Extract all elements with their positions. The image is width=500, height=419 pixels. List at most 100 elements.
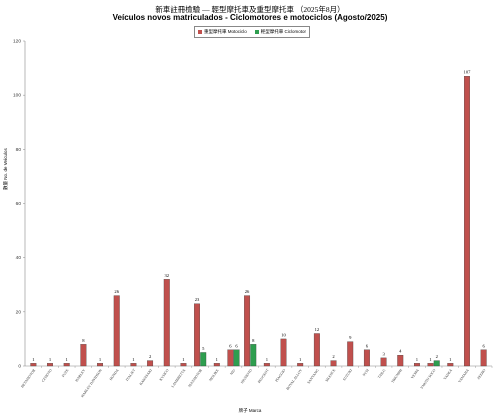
data-label-motociclo-0: 1 [32, 357, 35, 362]
bar-motociclo-0 [30, 363, 37, 367]
x-tick-label: MOLIKE [208, 368, 220, 382]
bar-motociclo-15 [280, 338, 287, 367]
x-tick-label: ITALJET [125, 368, 137, 382]
bar-motociclo-19 [347, 341, 354, 367]
legend-swatch-motociclo [197, 30, 202, 34]
bar-motociclo-2 [63, 363, 70, 367]
data-label-motociclo-12: 6 [229, 343, 232, 348]
x-tick-label: PEUGEOT [257, 368, 270, 384]
legend-item-motociclo: 重型摩托車 Motociclo [197, 29, 247, 35]
data-label-motociclo-18: 2 [332, 354, 335, 359]
data-label-motociclo-19: 9 [349, 335, 352, 340]
bar-motociclo-11 [213, 363, 220, 367]
y-tick-label: 80 [16, 147, 22, 153]
data-label-motociclo-13: 26 [245, 289, 250, 294]
bar-motociclo-1 [47, 363, 53, 367]
chart-title: 新車註冊檢驗 — 輕型摩托車及重型摩托車 （2025年8月） [155, 5, 345, 14]
data-label-motociclo-3: 8 [82, 338, 85, 343]
bar-ciclomotor-24 [433, 360, 440, 367]
x-tick-label: BETAMOTOR [20, 368, 36, 389]
chart-subtitle: Veículos novos matriculados - Ciclomotor… [112, 13, 388, 22]
bar-motociclo-3 [80, 344, 87, 367]
legend-swatch-ciclomotor [254, 30, 259, 34]
x-tick-label: SILENCE [325, 368, 337, 383]
data-label-ciclomotor-10: 5 [202, 346, 205, 351]
y-tick-label: 120 [13, 39, 21, 45]
bar-motociclo-27 [480, 349, 487, 367]
bar-motociclo-26 [464, 76, 470, 367]
bar-motociclo-25 [447, 363, 454, 367]
data-label-motociclo-22: 4 [399, 349, 402, 354]
x-tick-label: ZEEHO [476, 368, 486, 380]
bar-motociclo-10 [194, 303, 200, 367]
y-tick-label: 20 [16, 309, 22, 315]
data-label-motociclo-2: 1 [66, 357, 69, 362]
x-tick-label: SYM [362, 368, 370, 377]
data-label-motociclo-27: 6 [483, 343, 486, 348]
bar-motociclo-4 [97, 363, 104, 367]
legend-label-motociclo: 重型摩托車 Motociclo [203, 29, 247, 34]
data-label-motociclo-23: 1 [416, 357, 419, 362]
bar-motociclo-9 [180, 363, 187, 367]
x-axis-label: 牌子 Marca [238, 408, 262, 413]
x-tick-label: VESPA [410, 368, 420, 380]
x-tick-label: ROYAL ALLOY [286, 368, 304, 391]
y-axis-label: 數量 No. de Veículos [3, 148, 8, 190]
bar-motociclo-5 [113, 295, 120, 367]
legend-label-ciclomotor: 輕型摩托車 Ciclomotor [260, 29, 307, 34]
data-label-motociclo-7: 2 [149, 354, 152, 359]
x-tick-label: HONDA [109, 368, 120, 381]
data-label-motociclo-8: 32 [164, 273, 169, 278]
x-tick-label: SUZUKI [342, 368, 353, 382]
data-label-motociclo-11: 1 [216, 357, 219, 362]
y-tick-label: 100 [13, 93, 21, 99]
bar-motociclo-14 [263, 363, 270, 367]
y-tick-label: 60 [16, 201, 22, 207]
data-label-motociclo-15: 10 [281, 332, 286, 337]
bar-motociclo-24 [427, 363, 434, 367]
x-tick-label: NIUMOTO [240, 368, 253, 384]
data-label-motociclo-24: 1 [429, 357, 432, 362]
x-tick-label: KYMCO [159, 368, 170, 382]
bar-motociclo-17 [313, 333, 320, 367]
data-label-ciclomotor-24: 2 [436, 354, 439, 359]
bar-motociclo-6 [130, 363, 137, 367]
x-tick-label: NIU [229, 368, 236, 376]
data-label-motociclo-16: 1 [299, 357, 302, 362]
bar-motociclo-12 [227, 349, 234, 367]
data-label-motociclo-20: 6 [366, 343, 369, 348]
bar-motociclo-13 [244, 295, 251, 367]
y-tick-label: 40 [16, 255, 22, 261]
x-tick-label: YADEA [443, 368, 453, 381]
data-label-motociclo-21: 3 [382, 351, 385, 356]
legend-item-ciclomotor: 輕型摩托車 Ciclomotor [254, 29, 307, 35]
data-label-motociclo-17: 12 [315, 327, 320, 332]
chart-legend: 重型摩托車 Motociclo 輕型摩托車 Ciclomotor [194, 26, 310, 38]
bar-motociclo-23 [413, 363, 420, 367]
bar-motociclo-8 [163, 279, 170, 367]
bar-motociclo-22 [397, 355, 404, 367]
bar-motociclo-16 [297, 363, 304, 367]
bar-ciclomotor-13 [250, 344, 257, 367]
data-label-motociclo-14: 1 [266, 357, 269, 362]
x-tick-label: FUZE [61, 368, 70, 378]
data-label-motociclo-9: 1 [182, 357, 185, 362]
data-label-motociclo-26: 107 [464, 70, 472, 75]
data-label-ciclomotor-12: 6 [235, 343, 238, 348]
x-tick-label: VMOTO SOCO [420, 368, 437, 390]
x-tick-label: TAILG [377, 368, 387, 379]
bar-motociclo-7 [147, 360, 154, 367]
data-label-motociclo-10: 23 [195, 297, 200, 302]
bar-motociclo-18 [330, 360, 337, 367]
y-tick-label: 0 [18, 364, 21, 370]
data-label-motociclo-4: 1 [99, 357, 102, 362]
x-tick-label: YAMAHA [457, 368, 470, 384]
x-tick-label: TRIUMPH [391, 368, 404, 384]
data-label-motociclo-1: 1 [49, 357, 52, 362]
data-label-motociclo-25: 1 [449, 357, 452, 362]
x-tick-label: HARLEY [75, 368, 87, 383]
x-tick-label: LAMBRETTA [171, 368, 187, 388]
x-tick-label: CFMOTO [41, 368, 53, 383]
bar-ciclomotor-10 [200, 352, 207, 367]
